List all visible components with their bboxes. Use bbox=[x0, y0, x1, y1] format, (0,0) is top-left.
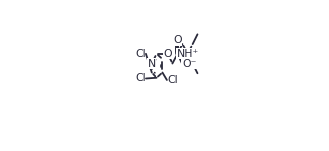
Text: O: O bbox=[173, 35, 182, 45]
Text: O: O bbox=[164, 49, 172, 59]
Text: O⁻: O⁻ bbox=[182, 59, 196, 69]
Text: Cl: Cl bbox=[135, 74, 146, 84]
Text: NH⁺: NH⁺ bbox=[177, 49, 199, 59]
Text: N: N bbox=[148, 59, 156, 69]
Text: Cl: Cl bbox=[167, 75, 178, 85]
Text: Cl: Cl bbox=[135, 49, 146, 59]
